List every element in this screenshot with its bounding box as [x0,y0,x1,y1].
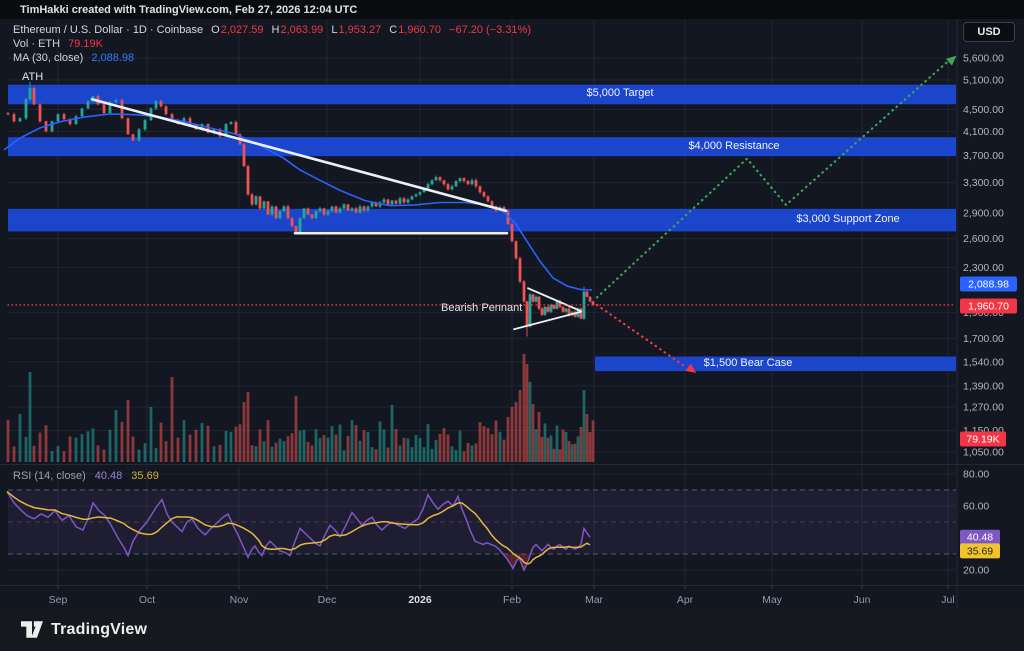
svg-text:40.48: 40.48 [967,532,993,544]
svg-text:2,088.98: 2,088.98 [968,279,1009,291]
rsi-pane [6,489,956,572]
svg-text:Apr: Apr [677,594,694,606]
volume-value: 79.19K [68,37,103,50]
tradingview-logo-icon[interactable] [21,621,43,638]
bull-projection [595,55,957,299]
svg-text:Sep: Sep [49,594,68,606]
volume-label[interactable]: Vol · ETH [13,37,61,50]
svg-text:4,100.00: 4,100.00 [963,126,1004,138]
svg-text:2,300.00: 2,300.00 [963,262,1004,274]
rsi-label[interactable]: RSI (14, close) [13,470,86,482]
svg-text:35.69: 35.69 [967,545,993,557]
svg-text:80.00: 80.00 [963,469,989,481]
trendlines [90,97,582,331]
ohlc-open: O 2,027.59 [211,23,264,36]
symbol-legend: Ethereum / U.S. Dollar · 1D · Coinbase O… [13,23,531,65]
band-label-4000-resistance: $4,000 Resistance [688,139,780,152]
svg-text:Jul: Jul [941,594,954,606]
ohlc-close: C 1,960.70 [389,23,442,36]
svg-text:Mar: Mar [585,594,604,606]
rsi-value: 40.48 [94,470,123,482]
ohlc-high: H 2,063.99 [271,23,324,36]
svg-text:1,540.00: 1,540.00 [963,356,1004,368]
svg-text:1,390.00: 1,390.00 [963,380,1004,392]
ath-annotation: ATH [22,71,44,83]
ma-label[interactable]: MA (30, close) [13,51,84,64]
svg-text:5,600.00: 5,600.00 [963,53,1004,65]
svg-text:Dec: Dec [318,594,337,606]
ma-line [3,113,593,291]
svg-text:3,300.00: 3,300.00 [963,177,1004,189]
time-axis[interactable]: Sep Oct Nov Dec 2026 Feb Mar Apr May Jun Jul [49,586,955,606]
svg-text:79.19K: 79.19K [966,434,999,446]
price-level-bands [8,84,956,372]
attribution-text: TimHakki created with TradingView.com, F… [20,3,358,16]
svg-text:2026: 2026 [408,594,432,606]
bearish-pennant-annotation: Bearish Pennant [441,302,523,314]
svg-text:60.00: 60.00 [963,501,989,513]
svg-text:May: May [762,594,783,606]
bear-projection [595,303,697,373]
svg-text:5,100.00: 5,100.00 [963,75,1004,87]
rsi-legend: RSI (14, close) 40.48 35.69 [13,470,159,482]
attribution-bar: TimHakki created with TradingView.com, F… [0,0,1024,19]
symbol-title[interactable]: Ethereum / U.S. Dollar · 1D · Coinbase [13,23,204,36]
svg-text:4,500.00: 4,500.00 [963,104,1004,116]
rsi-ma-value: 35.69 [131,470,159,482]
band-label-1500-bear-case: $1,500 Bear Case [703,356,793,369]
svg-text:Jun: Jun [854,594,871,606]
svg-text:20.00: 20.00 [963,565,989,577]
svg-text:2,900.00: 2,900.00 [963,207,1004,219]
svg-text:2,600.00: 2,600.00 [963,233,1004,245]
volume-bars [6,354,595,462]
tradingview-brand[interactable]: TradingView [51,620,148,638]
svg-text:Feb: Feb [503,594,521,606]
svg-text:1,700.00: 1,700.00 [963,333,1004,345]
footer-bar: TradingView [0,608,1024,651]
band-label-3000-support: $3,000 Support Zone [796,213,900,226]
svg-text:Oct: Oct [139,594,155,606]
svg-text:1,960.70: 1,960.70 [968,300,1009,312]
ma-value: 2,088.98 [91,51,135,64]
pane-separators [0,19,1024,608]
band-label-5000-target: $5,000 Target [586,87,654,100]
svg-text:Nov: Nov [230,594,249,606]
svg-text:1,050.00: 1,050.00 [963,446,1004,458]
price-axis[interactable]: 5,600.00 5,100.00 4,500.00 4,100.00 3,700.00… [963,53,1004,577]
change-value: −67.20 (−3.31%) [449,23,531,36]
svg-text:1,270.00: 1,270.00 [963,402,1004,414]
currency-toggle-button[interactable]: USD [963,22,1015,42]
ohlc-low: L 1,953.27 [331,23,382,36]
svg-text:3,700.00: 3,700.00 [963,150,1004,162]
